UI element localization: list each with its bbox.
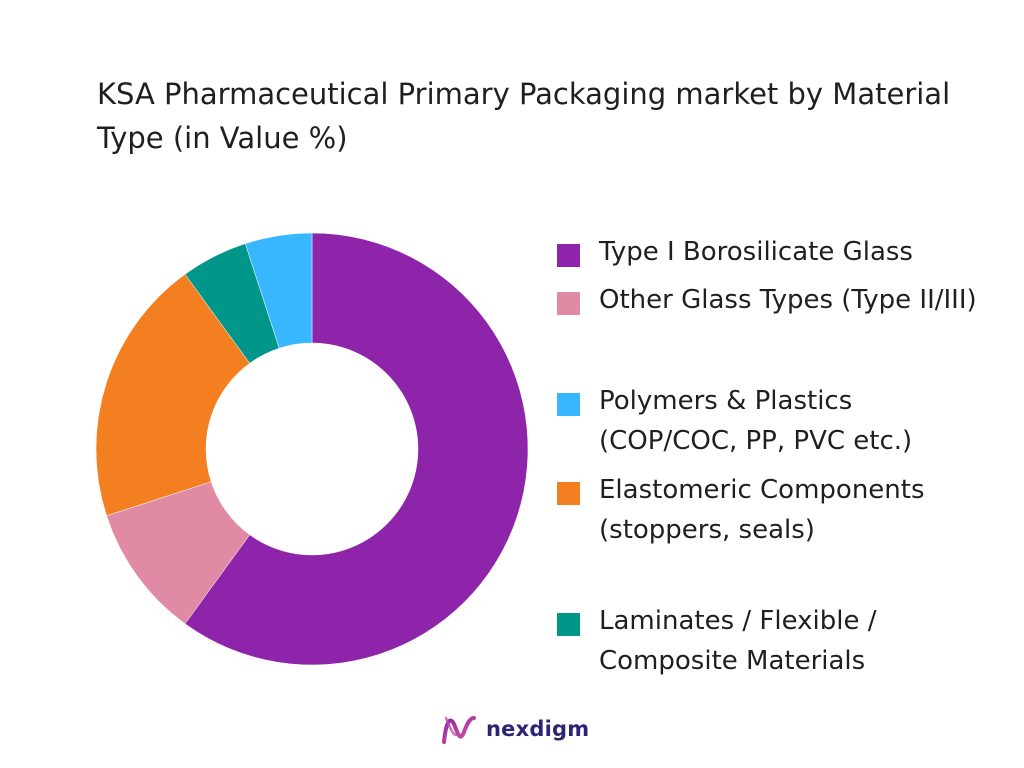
slice-type-i-borosilicate xyxy=(184,232,529,666)
legend-swatch xyxy=(557,613,580,636)
legend-swatch xyxy=(557,393,580,416)
brand-logo: nexdigm xyxy=(440,710,600,750)
legend-label: Other Glass Types (Type II/III) xyxy=(599,285,977,315)
slice-polymers-plastics-cop xyxy=(244,232,313,349)
legend-label: Type I Borosilicate Glass xyxy=(599,237,913,267)
chart-title: KSA Pharmaceutical Primary Packaging mar… xyxy=(97,77,951,155)
legend-swatch xyxy=(557,482,580,505)
legend-swatch xyxy=(557,244,580,267)
nexdigm-logo-icon xyxy=(442,716,476,744)
legend-swatch xyxy=(557,292,580,315)
legend-label: Laminates / Flexible / Composite Materia… xyxy=(599,606,877,676)
legend-label: Polymers & Plastics (COP/COC, PP, PVC et… xyxy=(599,386,913,456)
slice-elastomeric-components-stoppers xyxy=(95,273,251,517)
legend-label: Elastomeric Components (stoppers, seals) xyxy=(599,475,925,545)
brand-name: nexdigm xyxy=(486,717,590,741)
